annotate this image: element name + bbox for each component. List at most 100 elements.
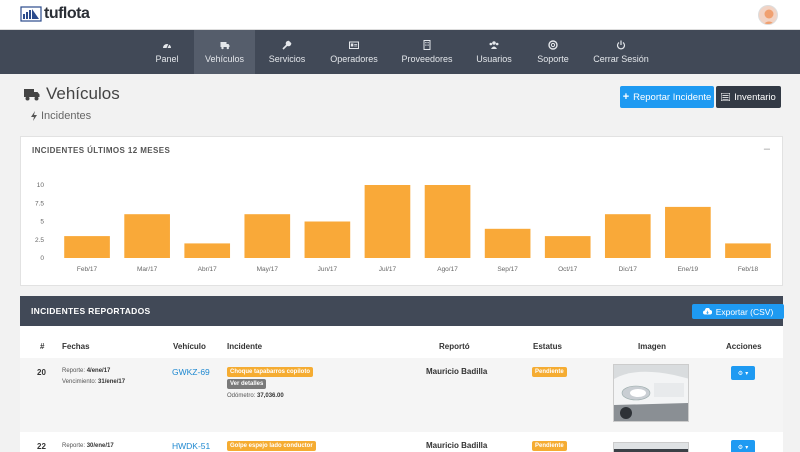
nav-soporte[interactable]: Soporte xyxy=(533,30,573,74)
truck-icon xyxy=(220,42,229,50)
incident-photo[interactable] xyxy=(613,364,689,422)
report-incident-label: Reportar Incidente xyxy=(633,91,712,103)
users-icon xyxy=(489,41,499,49)
col-header-number[interactable]: # xyxy=(40,342,45,351)
col-header-incidente[interactable]: Incidente xyxy=(227,342,263,351)
due-date: Vencimiento: 31/ene/17 xyxy=(62,379,125,385)
nav-vehiculos-label: Vehículos xyxy=(204,54,245,64)
plus-icon: + xyxy=(622,91,630,103)
collapse-button[interactable]: – xyxy=(763,143,770,155)
page-title-text: Vehículos xyxy=(46,84,120,103)
nav-panel-label: Panel xyxy=(155,54,179,64)
vehicle-link[interactable]: GWKZ-69 xyxy=(172,367,210,377)
caret-down-icon: ▾ xyxy=(745,370,749,377)
table-row: 20 Reporte: 4/ene/17 Vencimiento: 31/ene… xyxy=(20,358,783,432)
dashboard-icon xyxy=(163,43,171,49)
page-header: Vehículos Incidentes xyxy=(24,84,120,122)
user-avatar[interactable] xyxy=(758,5,778,25)
chart-bar[interactable] xyxy=(544,236,591,258)
id-card-icon xyxy=(349,41,359,49)
chart-bar[interactable] xyxy=(64,236,110,258)
nav-usuarios-label: Usuarios xyxy=(476,54,512,64)
page-title: Vehículos xyxy=(24,84,120,104)
power-icon xyxy=(616,40,626,50)
nav-vehiculos[interactable]: Vehículos xyxy=(194,30,255,74)
x-tick-label: Jun/17 xyxy=(318,266,338,273)
x-tick-label: Ene/19 xyxy=(678,266,699,273)
bolt-icon xyxy=(31,111,37,121)
nav-servicios-label: Servicios xyxy=(268,54,306,64)
inventory-label: Inventario xyxy=(734,91,776,103)
nav-cerrar-sesion-label: Cerrar Sesión xyxy=(593,54,649,64)
page-subtitle-text: Incidentes xyxy=(41,110,92,122)
chart-bar[interactable] xyxy=(604,214,651,258)
export-csv-button[interactable]: Exportar (CSV) xyxy=(692,304,784,319)
col-header-imagen[interactable]: Imagen xyxy=(638,342,667,351)
chart-bar[interactable] xyxy=(364,185,411,258)
chart-bar[interactable] xyxy=(484,228,531,258)
report-date: Reporte: 4/ene/17 xyxy=(62,368,110,374)
export-csv-label: Exportar (CSV) xyxy=(715,306,774,317)
chart-bar[interactable] xyxy=(124,214,170,258)
nav-proveedores[interactable]: Proveedores xyxy=(398,30,456,74)
top-bar: tuflota xyxy=(0,0,800,30)
inventory-button[interactable]: Inventario xyxy=(716,86,781,108)
nav-cerrar-sesion[interactable]: Cerrar Sesión xyxy=(590,30,652,74)
truck-icon xyxy=(24,88,40,100)
x-tick-label: Ago/17 xyxy=(437,266,458,273)
col-header-vehiculo[interactable]: Vehículo xyxy=(173,342,206,351)
chart-bar[interactable] xyxy=(725,243,771,258)
gear-icon: ⚙ xyxy=(737,444,744,451)
incident-photo[interactable] xyxy=(613,442,689,452)
x-tick-label: Feb/18 xyxy=(738,266,759,273)
status-badge: Pendiente xyxy=(532,441,567,451)
nav-operadores[interactable]: Operadores xyxy=(326,30,382,74)
nav-proveedores-label: Proveedores xyxy=(401,54,453,64)
col-header-acciones[interactable]: Acciones xyxy=(726,342,762,351)
y-tick-label: 7.5 xyxy=(35,200,44,207)
x-tick-label: Dic/17 xyxy=(619,266,638,273)
building-icon xyxy=(423,40,431,50)
report-date-value: 4/ene/17 xyxy=(86,368,111,374)
chart-bar[interactable] xyxy=(665,206,711,258)
row-actions-button[interactable]: ⚙ ▾ xyxy=(731,440,755,452)
incidents-chart-panel: INCIDENTES ÚLTIMOS 12 MESES – 0 2.5 5 7.5 10… xyxy=(20,136,783,286)
main-nav: Panel Vehículos Servicios Operadores Pro… xyxy=(0,30,800,74)
brand-name: tuflota xyxy=(44,5,90,22)
row-actions-button[interactable]: ⚙ ▾ xyxy=(731,366,755,380)
table-row: 22 Reporte: 30/ene/17 HWDK-51 Golpe espe… xyxy=(20,434,783,452)
x-tick-label: Oct/17 xyxy=(558,266,578,273)
x-tick-label: Jul/17 xyxy=(379,266,397,273)
table-panel-header: INCIDENTES REPORTADOS Exportar (CSV) xyxy=(20,296,784,326)
caret-down-icon: ▾ xyxy=(745,444,749,451)
reporter-name: Mauricio Badilla xyxy=(426,441,488,450)
status-cell: Pendiente xyxy=(532,440,567,451)
vehicle-link[interactable]: HWDK-51 xyxy=(172,441,211,451)
incidents-table-panel: INCIDENTES REPORTADOS Exportar (CSV) # F… xyxy=(20,296,784,452)
view-details-button[interactable]: Ver detalles xyxy=(227,379,267,389)
x-tick-label: Feb/17 xyxy=(77,266,98,273)
col-header-estatus[interactable]: Estatus xyxy=(533,342,562,351)
nav-usuarios[interactable]: Usuarios xyxy=(472,30,516,74)
chart-panel-title: INCIDENTES ÚLTIMOS 12 MESES xyxy=(32,146,171,155)
odometer-label: Odómetro: xyxy=(227,393,256,399)
odometer-value: 37,036.00 xyxy=(257,393,284,399)
report-incident-button[interactable]: + Reportar Incidente xyxy=(620,86,714,108)
incident-cell: Golpe espejo lado conductor xyxy=(227,440,316,451)
chart-bar[interactable] xyxy=(304,221,351,259)
y-tick-label: 0 xyxy=(40,255,44,262)
chart-bar[interactable] xyxy=(424,185,471,258)
nav-servicios[interactable]: Servicios xyxy=(262,30,312,74)
brand-logo[interactable]: tuflota xyxy=(20,4,90,24)
col-header-fechas[interactable]: Fechas xyxy=(62,342,90,351)
nav-panel[interactable]: Panel xyxy=(144,30,190,74)
col-header-reporto[interactable]: Reportó xyxy=(439,342,470,351)
report-date-label: Reporte: xyxy=(62,443,86,449)
chart-bar[interactable] xyxy=(244,214,291,258)
chart-bar[interactable] xyxy=(184,243,231,258)
incident-cell: Choque tapabarros copiloto Ver detalles … xyxy=(227,366,314,403)
nav-soporte-label: Soporte xyxy=(537,54,569,64)
incidents-bar-chart: 0 2.5 5 7.5 10 Feb/17 Mar/17 Abr/17 May/17 Jun/17… xyxy=(35,182,771,273)
x-tick-label: Sep/17 xyxy=(497,266,518,273)
y-tick-label: 5 xyxy=(40,219,44,226)
